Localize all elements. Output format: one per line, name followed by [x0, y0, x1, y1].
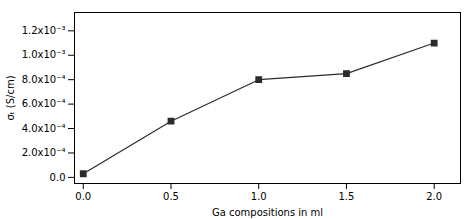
svg-text:1.0: 1.0	[251, 191, 267, 202]
svg-text:1.0x10⁻³: 1.0x10⁻³	[22, 49, 66, 60]
svg-text:0.5: 0.5	[163, 191, 179, 202]
svg-text:1.5: 1.5	[339, 191, 355, 202]
svg-text:σₜ (S/cm): σₜ (S/cm)	[5, 75, 16, 120]
svg-text:8.0x10⁻⁴: 8.0x10⁻⁴	[22, 74, 66, 85]
svg-text:Ga compositions in ml: Ga compositions in ml	[212, 207, 323, 218]
svg-text:1.2x10⁻³: 1.2x10⁻³	[22, 25, 66, 36]
svg-text:2.0: 2.0	[426, 191, 442, 202]
svg-text:4.0x10⁻⁴: 4.0x10⁻⁴	[22, 123, 66, 134]
svg-text:0.0: 0.0	[75, 191, 91, 202]
svg-text:0.0: 0.0	[50, 172, 66, 183]
svg-text:2.0x10⁻⁴: 2.0x10⁻⁴	[22, 147, 66, 158]
svg-text:6.0x10⁻⁴: 6.0x10⁻⁴	[22, 98, 66, 109]
